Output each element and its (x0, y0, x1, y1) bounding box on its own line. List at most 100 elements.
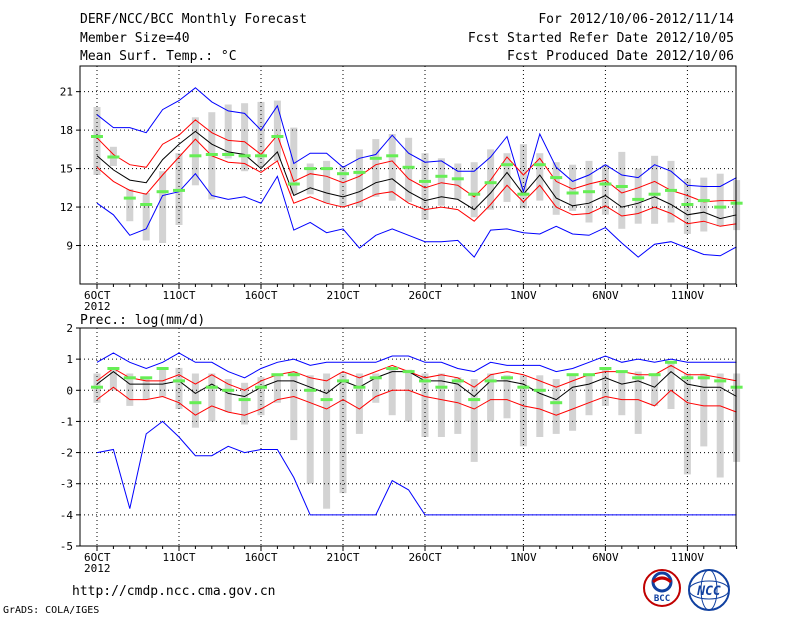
observed-box (700, 177, 708, 232)
x-tick-label: 6OCT (84, 289, 111, 302)
y-tick-label: 1 (66, 353, 73, 366)
median-marker (419, 379, 431, 383)
median-marker (697, 199, 710, 203)
median-marker (550, 176, 563, 180)
observed-box (323, 160, 331, 204)
observed-box (241, 382, 249, 425)
bcc-logo-text: BCC (654, 594, 670, 604)
y-tick-label: 18 (60, 124, 73, 137)
median-marker (468, 398, 481, 402)
series-mean-line (96, 370, 737, 401)
observed-box (454, 163, 462, 200)
ncc-logo: NCC (688, 569, 730, 611)
x-tick-label: 6OCT (84, 551, 111, 564)
median-marker (189, 401, 202, 405)
median-marker (255, 154, 267, 158)
fcst-produced-label: Fcst Produced Date 2012/10/06 (507, 49, 734, 64)
median-marker (517, 385, 530, 389)
median-marker (304, 167, 317, 171)
series-upper-line (96, 119, 737, 203)
observed-box (503, 153, 511, 202)
series-max-line (96, 352, 737, 379)
observed-box (634, 168, 642, 224)
y-tick-label: -1 (60, 415, 73, 428)
prec-title: Prec.: log(mm/d) (80, 313, 205, 328)
median-marker (173, 188, 185, 192)
x-tick-label: 6NOV (592, 289, 619, 302)
y-tick-label: 15 (60, 163, 73, 176)
median-marker (517, 192, 530, 196)
member-size-label: Member Size=40 (80, 31, 190, 46)
y-tick-label: 9 (66, 240, 73, 253)
observed-box (470, 162, 478, 218)
median-marker (402, 370, 415, 374)
median-marker (484, 379, 497, 383)
observed-box (487, 373, 495, 422)
series-min-line (96, 172, 737, 258)
y-tick-label: 2 (66, 322, 73, 335)
observed-box (290, 371, 298, 441)
observed-box (388, 368, 396, 416)
observed-box (536, 153, 544, 201)
observed-box (519, 375, 527, 447)
median-marker (451, 177, 464, 181)
observed-box (405, 369, 413, 422)
median-marker (304, 388, 317, 392)
median-marker (615, 185, 628, 188)
x-tick-label: 11NOV (671, 551, 704, 564)
observed-box (388, 134, 396, 201)
median-marker (205, 153, 218, 156)
forecast-period-label: For 2012/10/06-2012/11/14 (538, 12, 734, 27)
median-marker (566, 191, 579, 195)
plot-frame (79, 65, 737, 285)
median-marker (501, 163, 513, 167)
source-url[interactable]: http://cmdp.ncc.cma.gov.cn (72, 584, 276, 599)
median-marker (632, 197, 645, 201)
observed-box (126, 189, 134, 222)
median-marker (337, 379, 349, 383)
x-tick-label: 21OCT (326, 289, 359, 302)
y-tick-label: 0 (66, 384, 73, 397)
y-tick-label: -5 (60, 540, 73, 553)
median-marker (533, 163, 546, 167)
y-tick-label: -3 (60, 478, 73, 491)
observed-box (618, 371, 626, 416)
observed-box (306, 163, 314, 195)
median-marker (353, 385, 366, 389)
observed-box (437, 158, 445, 206)
observed-box (552, 379, 560, 434)
chart-title: DERF/NCC/BCC Monthly Forecast (80, 12, 307, 27)
observed-box (93, 107, 101, 175)
median-marker (91, 135, 103, 138)
y-tick-label: -2 (60, 447, 73, 460)
observed-box (683, 373, 691, 475)
observed-box (454, 377, 462, 434)
observed-box (241, 103, 249, 172)
x-tick-label: 1NOV (510, 551, 537, 564)
observed-box (355, 373, 363, 434)
median-marker (238, 398, 251, 402)
median-marker (681, 376, 694, 380)
median-marker (140, 376, 153, 380)
median-marker (419, 179, 431, 183)
observed-box (191, 373, 199, 428)
median-marker (337, 172, 349, 176)
bcc-logo: BCC (643, 569, 681, 607)
median-marker (665, 188, 677, 192)
grads-credit: GrADS: COLA/IGES (3, 605, 100, 616)
median-marker (435, 174, 448, 178)
observed-box (716, 173, 724, 227)
median-marker (566, 373, 579, 377)
median-marker (255, 385, 267, 389)
observed-box (355, 149, 363, 208)
median-marker (320, 398, 333, 402)
observed-box (159, 171, 167, 243)
y-tick-label: -4 (60, 509, 74, 522)
median-marker (730, 385, 743, 389)
median-marker (665, 360, 677, 364)
median-marker (402, 165, 415, 169)
series-upper-line (96, 364, 737, 391)
median-marker (583, 190, 595, 194)
